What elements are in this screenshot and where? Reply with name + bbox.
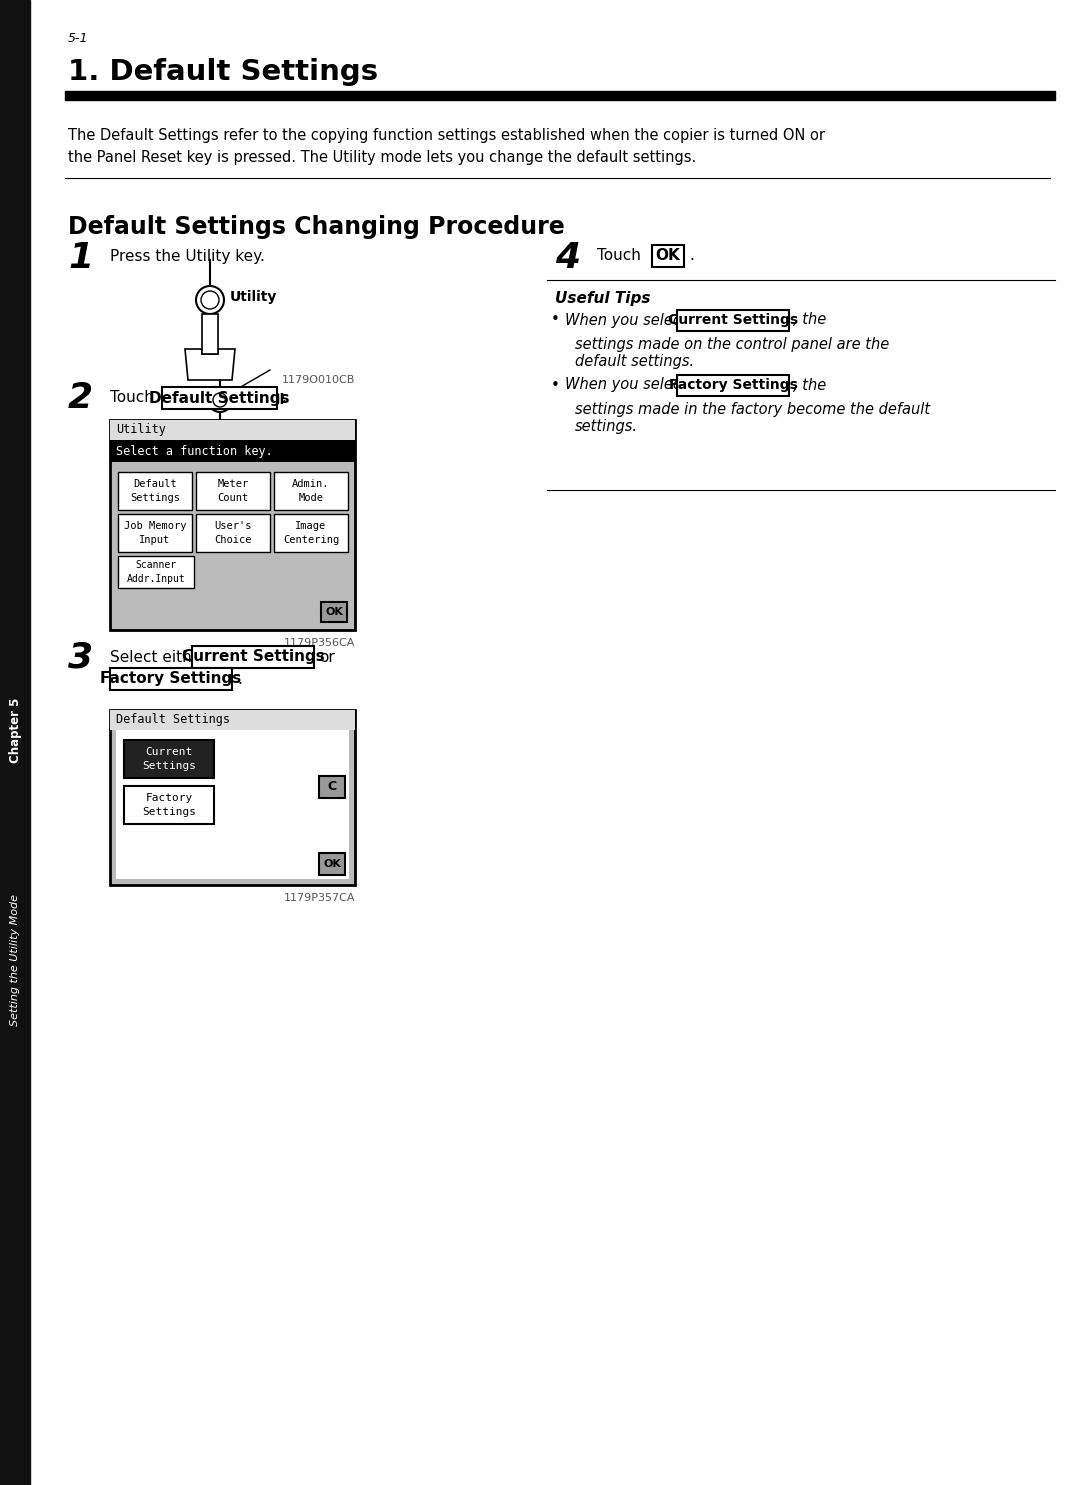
Text: When you select: When you select	[565, 312, 691, 328]
Text: Utility: Utility	[230, 290, 278, 304]
Circle shape	[195, 287, 224, 313]
Text: Image
Centering: Image Centering	[283, 521, 339, 545]
Bar	[110, 710, 355, 885]
Bar	[65, 91, 1055, 99]
Text: Default Settings Changing Procedure: Default Settings Changing Procedure	[68, 215, 565, 239]
Bar	[118, 472, 192, 509]
Bar	[195, 472, 270, 509]
Text: User's
Choice: User's Choice	[214, 521, 252, 545]
Text: Factory
Settings: Factory Settings	[141, 793, 195, 817]
Bar	[124, 786, 214, 824]
Text: 1: 1	[68, 241, 93, 275]
Text: or: or	[319, 649, 335, 664]
Text: settings made on the control panel are the: settings made on the control panel are t…	[575, 337, 889, 352]
Bar	[192, 646, 314, 668]
Text: Recall: Recall	[238, 394, 285, 407]
Text: Chapter 5: Chapter 5	[9, 698, 22, 763]
Text: Select a function key.: Select a function key.	[116, 444, 273, 457]
Text: Admin.
Mode: Admin. Mode	[293, 480, 329, 502]
Text: the Panel Reset key is pressed. The Utility mode lets you change the default set: the Panel Reset key is pressed. The Util…	[68, 150, 697, 165]
Circle shape	[201, 291, 219, 309]
Bar	[195, 514, 270, 552]
Text: •: •	[551, 312, 559, 328]
Text: Factory Settings: Factory Settings	[100, 671, 242, 686]
Text: •: •	[551, 377, 559, 392]
Text: Setting the Utility Mode: Setting the Utility Mode	[10, 894, 21, 1026]
Text: Press the Utility key.: Press the Utility key.	[110, 248, 265, 263]
Bar	[677, 309, 789, 331]
Text: Current
Settings: Current Settings	[141, 747, 195, 771]
Bar	[110, 710, 355, 731]
Bar	[118, 555, 194, 588]
Circle shape	[208, 388, 232, 411]
Text: Default
Settings: Default Settings	[130, 480, 180, 502]
Text: .: .	[237, 671, 242, 686]
Text: OK: OK	[656, 248, 680, 263]
Bar	[0, 0, 30, 1485]
Bar	[274, 472, 348, 509]
Text: Touch: Touch	[597, 248, 646, 263]
Text: Scanner
Addr.Input: Scanner Addr.Input	[126, 560, 186, 584]
Bar	[118, 514, 192, 552]
Bar	[321, 601, 347, 622]
Bar	[202, 313, 218, 353]
Bar	[110, 420, 355, 440]
Bar	[677, 374, 789, 395]
Text: settings made in the factory become the default: settings made in the factory become the …	[575, 402, 930, 417]
Text: Factory Settings: Factory Settings	[669, 379, 797, 392]
Bar	[110, 440, 355, 462]
Text: Useful Tips: Useful Tips	[555, 291, 650, 306]
Text: settings.: settings.	[575, 419, 638, 434]
Text: .: .	[689, 248, 693, 263]
Text: 1. Default Settings: 1. Default Settings	[68, 58, 378, 86]
Bar	[319, 852, 345, 875]
Bar	[110, 668, 232, 691]
Text: Touch: Touch	[110, 391, 159, 405]
Text: Select either: Select either	[110, 649, 213, 664]
Text: C: C	[327, 781, 337, 793]
Text: 1179O010CB: 1179O010CB	[282, 376, 355, 385]
Text: The Default Settings refer to the copying function settings established when the: The Default Settings refer to the copyin…	[68, 128, 825, 143]
Text: , the: , the	[793, 312, 826, 328]
Text: OK: OK	[323, 858, 341, 869]
Text: Current Settings: Current Settings	[181, 649, 324, 664]
Circle shape	[213, 394, 227, 407]
Text: 2: 2	[68, 382, 93, 414]
Text: When you select: When you select	[565, 377, 691, 392]
Text: Meter
Count: Meter Count	[217, 480, 248, 502]
Text: Utility: Utility	[116, 423, 166, 437]
Text: Default Settings: Default Settings	[116, 713, 230, 726]
Text: Job Memory
Input: Job Memory Input	[124, 521, 186, 545]
Polygon shape	[185, 349, 235, 380]
Text: 1179P357CA: 1179P357CA	[283, 892, 355, 903]
Text: , the: , the	[793, 377, 826, 392]
Text: Default Settings: Default Settings	[149, 391, 289, 405]
Text: 3: 3	[68, 640, 93, 674]
Bar	[274, 514, 348, 552]
Text: OK: OK	[325, 607, 343, 616]
Bar	[116, 726, 349, 879]
Bar	[124, 740, 214, 778]
Text: Current Settings: Current Settings	[667, 313, 798, 327]
Text: .: .	[281, 391, 286, 405]
Bar	[319, 777, 345, 797]
Text: 1179P356CA: 1179P356CA	[284, 639, 355, 647]
Text: 4: 4	[555, 241, 580, 275]
Text: default settings.: default settings.	[575, 353, 694, 368]
Bar	[162, 388, 276, 408]
Text: 5-1: 5-1	[68, 31, 89, 45]
Bar	[110, 420, 355, 630]
Bar	[652, 245, 684, 267]
